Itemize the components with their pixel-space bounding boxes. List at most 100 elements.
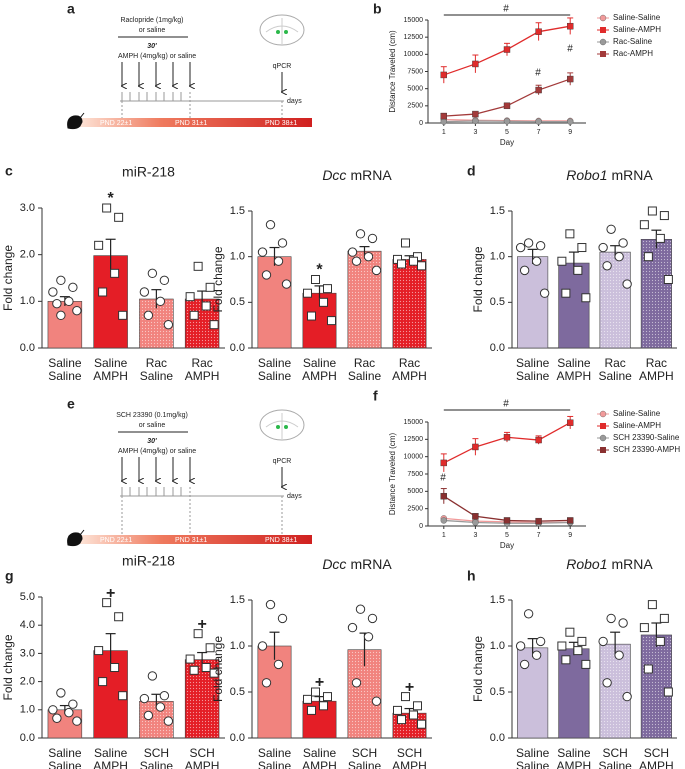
y-axis-label: Fold change — [471, 246, 485, 312]
data-point — [205, 643, 215, 653]
brain-region — [284, 30, 288, 34]
treatment: AMPH (4mg/kg) or saline — [118, 53, 196, 60]
marker — [503, 46, 511, 53]
series-line — [443, 422, 571, 464]
age-label: PND 31±1 — [175, 537, 207, 544]
data-point — [363, 632, 374, 642]
data-point — [663, 275, 673, 284]
pretreatment: SCH 23390 (0.1mg/kg) — [116, 412, 188, 419]
legend-label: Saline-AMPH — [613, 421, 661, 430]
x-tick-label: AMPH — [557, 759, 592, 769]
x-tick-label: SCH — [189, 746, 214, 760]
treatment: AMPH (4mg/kg) or saline — [118, 448, 196, 455]
x-tick-label: Saline — [598, 369, 632, 383]
data-point — [573, 265, 583, 275]
data-point — [307, 311, 316, 321]
marker — [503, 118, 511, 125]
data-point — [261, 270, 272, 280]
data-point — [643, 252, 653, 262]
y-tick-label: 1.5 — [490, 205, 505, 217]
y-tick-label: 0.0 — [490, 342, 505, 354]
panel-label: c — [5, 163, 13, 179]
data-point — [351, 256, 362, 266]
data-point — [577, 636, 587, 646]
data-point — [147, 671, 158, 681]
x-tick-label: AMPH — [185, 369, 220, 383]
chart-title: Robo1 mRNA — [566, 556, 653, 572]
data-point — [68, 282, 78, 293]
age-label: PND 22±1 — [100, 537, 132, 544]
marker — [503, 102, 511, 110]
data-point — [401, 238, 410, 248]
data-point — [367, 613, 378, 624]
y-tick-label: 3.0 — [20, 202, 35, 214]
data-point — [139, 287, 150, 297]
y-tick-label: 4.0 — [20, 619, 35, 631]
y-tick-label: 1.0 — [20, 704, 35, 716]
data-point — [647, 600, 657, 610]
x-tick-label: Rac — [191, 356, 212, 370]
bar — [558, 262, 590, 349]
bar — [640, 239, 672, 349]
y-tick-label: 2500 — [407, 506, 423, 513]
brain-detail — [265, 413, 299, 439]
pretreatment-alt: or saline — [139, 27, 166, 34]
timeline — [120, 92, 284, 118]
data-point — [143, 310, 154, 321]
y-tick-label: 2.0 — [20, 249, 35, 261]
marker — [567, 118, 574, 125]
data-point — [523, 238, 534, 248]
legend-marker — [600, 27, 606, 33]
marker — [472, 443, 479, 451]
marker — [440, 118, 447, 125]
data-point — [56, 275, 66, 286]
age-bar — [80, 535, 312, 544]
data-point — [281, 279, 292, 289]
y-tick-label: 7500 — [407, 471, 423, 478]
y-tick-label: 0 — [419, 120, 423, 127]
bar — [392, 259, 427, 349]
x-tick-label: Saline — [258, 759, 292, 769]
panel-label: f — [373, 388, 378, 404]
x-tick-label: AMPH — [557, 369, 592, 383]
data-point — [618, 618, 628, 628]
x-tick-label: AMPH — [302, 759, 337, 769]
data-point — [573, 646, 583, 656]
x-tick-label: SCH — [644, 746, 669, 760]
data-point — [155, 702, 166, 712]
data-point — [647, 206, 657, 216]
x-tick-label: Rac — [354, 356, 375, 370]
timeline-unit: days — [287, 98, 302, 105]
y-axis-label: Fold change — [1, 245, 15, 311]
data-point — [52, 298, 62, 309]
panel-label: a — [67, 1, 75, 17]
data-point — [163, 319, 174, 330]
data-point — [581, 659, 591, 669]
x-tick-label: AMPH — [392, 759, 427, 769]
x-tick-label: Saline — [348, 369, 382, 383]
data-point — [622, 691, 632, 702]
y-tick-label: 12500 — [404, 436, 424, 443]
timeline-unit: days — [287, 493, 302, 500]
marker — [472, 513, 479, 520]
data-point — [598, 242, 608, 253]
title-gene: Robo1 — [566, 167, 607, 183]
data-point — [561, 655, 571, 665]
data-point — [185, 292, 195, 302]
annotation: # — [503, 399, 509, 410]
data-point — [114, 212, 124, 222]
data-point — [347, 622, 358, 633]
y-axis-label: Fold change — [211, 636, 225, 702]
data-point — [515, 641, 526, 651]
marker — [472, 519, 479, 526]
data-point — [201, 663, 211, 672]
chart-title: miR-218 — [122, 553, 175, 569]
data-point — [265, 599, 276, 610]
data-point — [48, 287, 58, 297]
data-point — [618, 238, 628, 248]
x-tick-label: Rac — [399, 356, 420, 370]
marker — [535, 86, 542, 94]
y-axis-label: Fold change — [1, 634, 15, 700]
x-tick-label: 1 — [442, 129, 446, 136]
